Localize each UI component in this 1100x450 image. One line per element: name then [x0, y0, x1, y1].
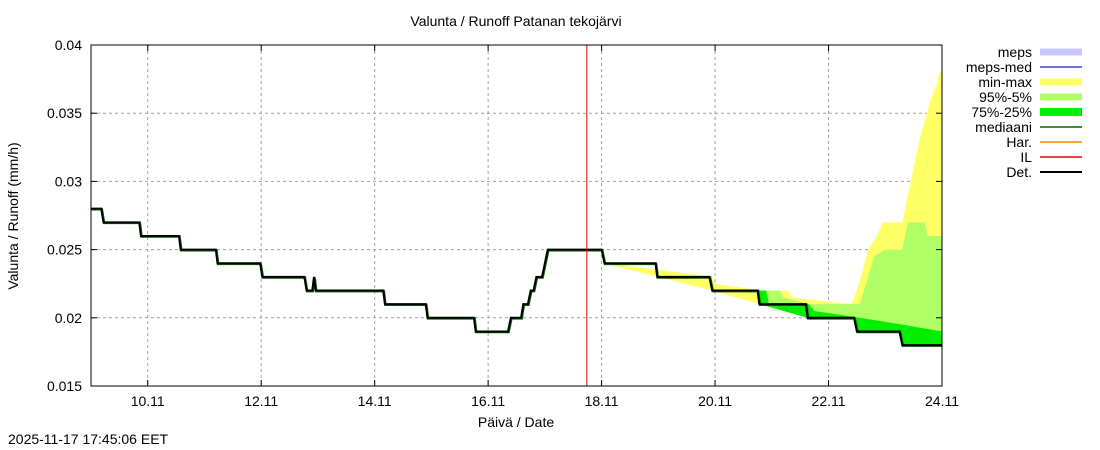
legend-swatch [1040, 108, 1082, 116]
x-tick-label: 16.11 [471, 393, 505, 409]
y-tick-label: 0.015 [47, 378, 82, 394]
y-axis-label: Valunta / Runoff (mm/h) [5, 142, 21, 289]
legend-label: meps-med [966, 59, 1032, 75]
legend-label: 95%-5% [979, 89, 1032, 105]
x-axis-ticks: 10.11 12.11 14.11 16.11 18.11 20.11 22.11 24.11 [131, 45, 959, 409]
legend-label: Har. [1006, 134, 1032, 150]
y-tick-label: 0.035 [47, 105, 82, 121]
legend: mepsmeps-medmin-max95%-5%75%-25%mediaani… [966, 44, 1082, 180]
generated-timestamp: 2025-11-17 17:45:06 EET [8, 431, 169, 447]
grid-lines [91, 45, 942, 386]
x-tick-label: 18.11 [585, 393, 619, 409]
x-tick-label: 12.11 [244, 393, 278, 409]
legend-label: 75%-25% [971, 104, 1032, 120]
x-tick-label: 20.11 [698, 393, 732, 409]
y-tick-label: 0.04 [55, 37, 82, 53]
legend-swatch [1040, 93, 1082, 101]
legend-swatch [1040, 48, 1082, 56]
x-axis-label: Päivä / Date [478, 414, 554, 430]
line-Det. [91, 207, 942, 347]
x-tick-label: 10.11 [131, 393, 165, 409]
legend-label: IL [1020, 149, 1032, 165]
x-tick-label: 14.11 [358, 393, 392, 409]
chart-title: Valunta / Runoff Patanan tekojärvi [410, 13, 621, 29]
x-tick-label: 22.11 [812, 393, 846, 409]
legend-label: min-max [978, 74, 1032, 90]
y-tick-label: 0.025 [47, 242, 82, 258]
plot-frame [90, 44, 943, 387]
y-axis-ticks: 0.015 0.02 0.025 0.03 0.035 0.04 [47, 37, 942, 394]
series-lines [91, 207, 943, 347]
legend-label: mediaani [975, 119, 1032, 135]
legend-label: Det. [1006, 164, 1032, 180]
band-95%-5% [757, 222, 942, 339]
y-tick-label: 0.03 [55, 173, 82, 189]
legend-swatch [1040, 78, 1082, 86]
legend-label: meps [998, 44, 1032, 60]
y-tick-label: 0.02 [55, 310, 82, 326]
x-tick-label: 24.11 [925, 393, 959, 409]
